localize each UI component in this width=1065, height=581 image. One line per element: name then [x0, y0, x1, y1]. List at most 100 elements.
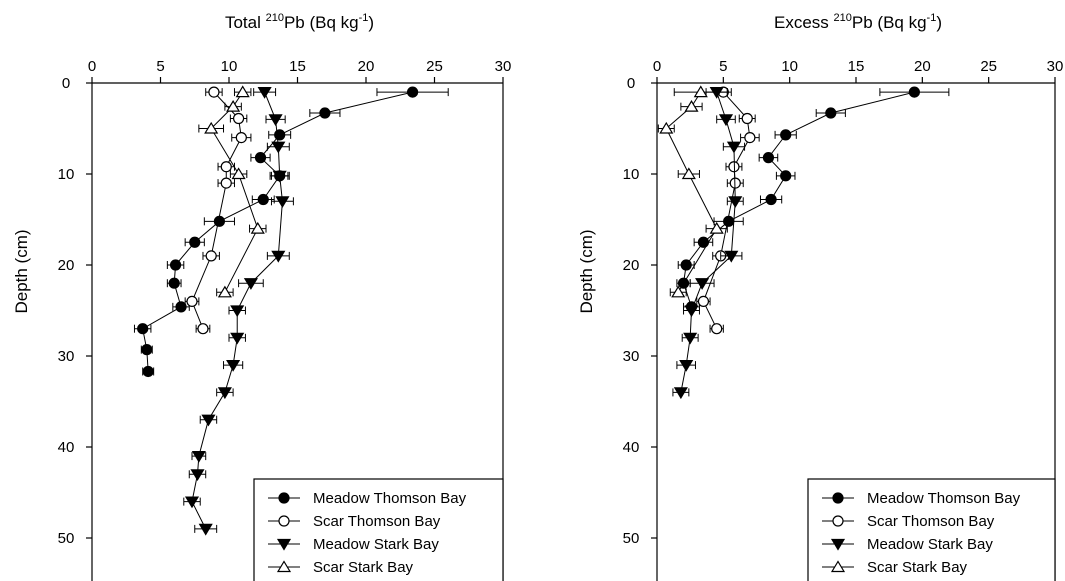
y-tick-label: 30 [58, 348, 75, 365]
data-point [272, 170, 287, 183]
y-tick-label: 50 [623, 530, 640, 547]
data-point [226, 360, 241, 372]
data-point [197, 323, 209, 335]
data-point [205, 250, 217, 262]
data-point [697, 295, 710, 307]
legend-box [253, 478, 504, 581]
x-tick-label: 25 [980, 58, 997, 75]
axis-title-part: Pb (Bq kg [852, 13, 927, 32]
data-point [695, 278, 710, 290]
data-point [169, 259, 182, 271]
axis-title-part: Total [225, 13, 266, 32]
y-tick-label: 20 [58, 257, 75, 274]
data-point [271, 250, 286, 263]
series-line [683, 91, 915, 308]
data-point [141, 344, 153, 356]
y-tick-label: 40 [58, 439, 75, 456]
data-point [711, 323, 723, 335]
y-tick-label: 40 [623, 439, 640, 456]
data-point [319, 107, 331, 119]
data-point [406, 86, 419, 98]
legend-entry: Meadow Stark Bay [867, 536, 993, 553]
data-point [257, 86, 272, 99]
y-tick-label: 10 [623, 166, 640, 183]
data-point [908, 86, 920, 98]
axis-title-superscript: -1 [359, 12, 369, 24]
data-point [190, 469, 205, 481]
legend-marker [832, 515, 844, 527]
legend-entry: Meadow Thomson Bay [313, 490, 467, 507]
legend: Meadow Thomson Bay Scar Thomson Bay Meadow… [253, 478, 504, 581]
y-tick-label: 50 [58, 530, 75, 547]
data-point [741, 112, 753, 125]
legend-marker [278, 492, 290, 504]
x-tick-label: 0 [88, 58, 96, 75]
data-point [235, 85, 250, 98]
data-point [168, 277, 180, 289]
legend-marker [830, 560, 846, 573]
x-tick-label: 15 [848, 58, 865, 75]
y-tick-label: 10 [58, 166, 75, 183]
data-point [726, 141, 742, 154]
data-point [680, 259, 692, 271]
y-tick-label: 0 [627, 75, 635, 92]
x-tick-label: 30 [1047, 58, 1064, 75]
data-point [679, 360, 694, 372]
data-point [220, 177, 232, 189]
data-point [137, 323, 149, 335]
axis-title-superscript: -1 [927, 12, 937, 24]
legend-entry: Scar Stark Bay [867, 559, 968, 576]
data-point [232, 112, 245, 125]
data-point [217, 285, 232, 298]
data-point [728, 196, 743, 208]
data-point [268, 114, 283, 127]
legend-entry: Scar Thomson Bay [867, 513, 995, 530]
y-tick-label: 30 [623, 348, 640, 365]
x-tick-label: 15 [289, 58, 306, 75]
data-point [275, 196, 290, 208]
x-tick-label: 5 [156, 58, 164, 75]
y-tick-label: 20 [623, 257, 640, 274]
data-point [231, 167, 246, 180]
x-axis-title: Excess 210Pb (Bq kg-1) [774, 12, 942, 32]
axis-title-superscript: 210 [834, 12, 852, 24]
legend-marker [278, 515, 290, 527]
data-point [765, 193, 777, 206]
data-point [204, 121, 219, 134]
series-scar-thomson-bay [184, 86, 252, 335]
x-tick-label: 30 [495, 58, 512, 75]
legend: Meadow Thomson Bay Scar Thomson Bay Meadow… [807, 478, 1056, 581]
legend-marker [830, 538, 846, 551]
y-tick-label: 0 [62, 75, 70, 92]
data-point [189, 236, 201, 248]
data-point [191, 451, 206, 463]
data-point [697, 236, 710, 248]
x-tick-label: 20 [358, 58, 375, 75]
data-point [684, 99, 699, 112]
data-point [226, 99, 241, 112]
data-point [709, 221, 724, 234]
data-point [220, 161, 232, 173]
y-axis-title: Depth (cm) [12, 229, 31, 313]
legend-entry: Meadow Stark Bay [313, 536, 439, 553]
data-point [235, 132, 247, 144]
axis-title-part: Excess [774, 13, 834, 32]
data-point [718, 114, 734, 127]
data-point [201, 414, 216, 427]
series-line [680, 91, 736, 393]
legend-entry: Meadow Thomson Bay [867, 490, 1021, 507]
legend-entry: Scar Thomson Bay [313, 513, 441, 530]
legend-box [807, 478, 1056, 581]
chart-panel-2: 0 5 10 15 20 25 30 0 10 20 30 40 50 Excess 210Pb (Bq … [577, 12, 1063, 581]
series-scar-stark-bay [657, 85, 728, 298]
x-tick-label: 0 [653, 58, 661, 75]
data-point [762, 152, 775, 164]
series-scar-stark-bay [198, 85, 267, 298]
data-point [780, 129, 792, 141]
series-meadow-thomson-bay [676, 86, 950, 313]
data-point [175, 301, 187, 313]
chart-panel-1: 0 5 10 15 20 25 30 0 10 20 30 40 50 Total 210Pb (Bq k… [12, 12, 511, 581]
series-line [191, 91, 283, 530]
data-point [243, 278, 258, 290]
x-axis-title: Total 210Pb (Bq kg-1) [225, 12, 374, 32]
